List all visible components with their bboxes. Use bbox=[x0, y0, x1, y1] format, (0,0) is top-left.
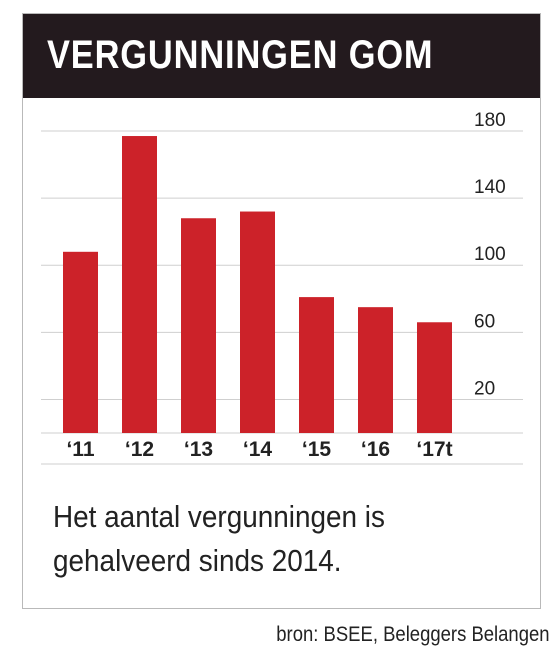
x-tick-label: ‘13 bbox=[184, 438, 213, 461]
y-tick-label: 100 bbox=[474, 244, 506, 265]
bar bbox=[122, 136, 157, 433]
x-tick-label: ‘12 bbox=[125, 438, 154, 461]
bar bbox=[240, 211, 275, 433]
x-tick-label: ‘14 bbox=[243, 438, 273, 461]
bar bbox=[181, 218, 216, 433]
bar bbox=[63, 251, 98, 433]
bar-chart: 20 60 100 140 180 ‘11 ‘12 ‘13 ‘14 ‘15 ‘16 ‘17t bbox=[41, 110, 523, 465]
y-tick-label: 180 bbox=[474, 110, 506, 131]
x-tick-label: ‘11 bbox=[66, 438, 94, 461]
chart-caption: Het aantal vergunningen is gehalveerd si… bbox=[53, 499, 385, 578]
chart-header: VERGUNNINGEN GOM bbox=[23, 14, 540, 98]
y-tick-label: 20 bbox=[474, 378, 495, 399]
bar bbox=[299, 297, 334, 433]
x-tick-label: ‘17t bbox=[416, 438, 452, 461]
x-tick-label: ‘15 bbox=[302, 438, 332, 461]
source-note: bron: BSEE, Beleggers Belangen bbox=[276, 623, 550, 646]
chart-frame: VERGUNNINGEN GOM 20 60 100 140 180 ‘11 ‘12 ‘13 ‘… bbox=[22, 13, 541, 609]
chart-title: VERGUNNINGEN GOM bbox=[47, 33, 434, 77]
y-tick-label: 60 bbox=[474, 311, 495, 332]
bar bbox=[417, 322, 452, 433]
y-tick-label: 140 bbox=[474, 177, 506, 198]
bar bbox=[358, 307, 393, 433]
x-tick-label: ‘16 bbox=[361, 438, 390, 461]
